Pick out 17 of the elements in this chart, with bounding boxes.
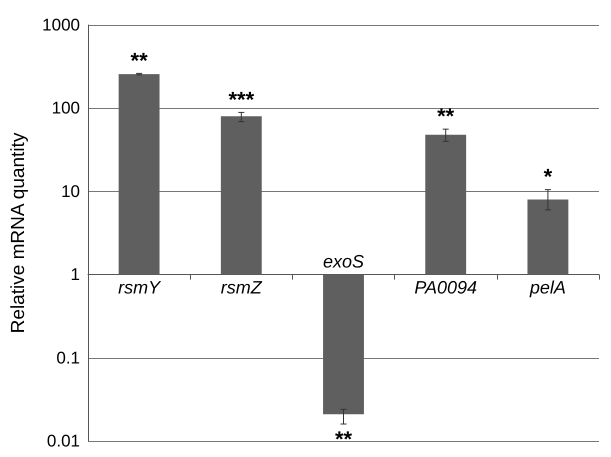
annotation: * xyxy=(544,164,553,190)
annotation: ** xyxy=(334,426,352,452)
y-tick-label: 10 xyxy=(61,182,80,201)
y-axis-title: Relative mRNA quantity xyxy=(8,132,29,334)
y-tick-label: 100 xyxy=(52,98,80,118)
annotation: ** xyxy=(130,48,148,73)
x-tick-label: pelA xyxy=(528,278,566,298)
y-tick-label: 0.1 xyxy=(56,348,80,368)
x-tick-label: rsmY xyxy=(118,278,162,298)
annotation: *** xyxy=(228,86,255,112)
x-tick-label: rsmZ xyxy=(220,278,263,298)
annotation: ** xyxy=(437,104,455,129)
y-tick-label: 0.01 xyxy=(46,432,80,450)
y-tick-label: 1000 xyxy=(42,16,80,34)
x-tick-label: PA0094 xyxy=(414,278,478,298)
x-tick-label: exoS xyxy=(322,252,364,272)
y-tick-label: 1 xyxy=(70,265,80,284)
